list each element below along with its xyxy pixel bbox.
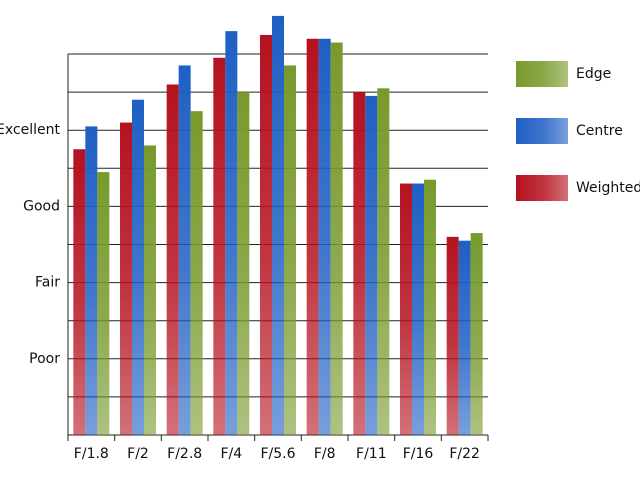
bar xyxy=(166,84,179,435)
x-tick-label: F/1.8 xyxy=(74,446,109,462)
bar xyxy=(306,38,319,435)
x-tick-label: F/11 xyxy=(356,446,387,462)
legend-label: Centre xyxy=(576,123,623,139)
y-tick-label: Poor xyxy=(29,351,60,367)
x-tick-label: F/8 xyxy=(314,446,336,462)
bar xyxy=(132,99,144,435)
x-tick-label: F/22 xyxy=(449,446,480,462)
legend-swatch xyxy=(516,118,568,144)
bar xyxy=(73,149,86,435)
bar xyxy=(470,233,483,435)
legend-swatch xyxy=(516,61,568,87)
x-tick-label: F/2.8 xyxy=(167,446,202,462)
bar xyxy=(272,15,284,436)
bar xyxy=(377,88,390,435)
bar xyxy=(353,92,366,435)
bar xyxy=(225,31,238,435)
bar xyxy=(330,42,343,435)
bar xyxy=(190,111,203,436)
x-tick-label: F/2 xyxy=(127,446,149,462)
bar xyxy=(213,57,226,436)
bar xyxy=(318,38,331,435)
y-tick-label: Fair xyxy=(35,275,60,291)
y-tick-label: Good xyxy=(23,198,60,214)
x-tick-label: F/5.6 xyxy=(260,446,295,462)
legend-label: Weighted xyxy=(576,180,640,196)
bar xyxy=(260,34,272,435)
bar xyxy=(412,183,424,435)
bar xyxy=(144,145,156,435)
bar xyxy=(400,183,412,435)
legend-swatch xyxy=(516,175,568,201)
bar xyxy=(237,92,250,435)
y-tick-label: Excellent xyxy=(0,122,61,138)
bar xyxy=(120,122,132,435)
x-tick-label: F/4 xyxy=(220,446,242,462)
bar xyxy=(424,179,436,435)
bar xyxy=(365,95,378,435)
legend-label: Edge xyxy=(576,66,611,82)
bar xyxy=(97,172,110,436)
bar xyxy=(458,240,471,435)
x-tick-label: F/16 xyxy=(403,446,434,462)
bar xyxy=(85,126,98,435)
bar xyxy=(284,65,296,436)
bar xyxy=(446,236,459,435)
bar xyxy=(178,65,191,436)
